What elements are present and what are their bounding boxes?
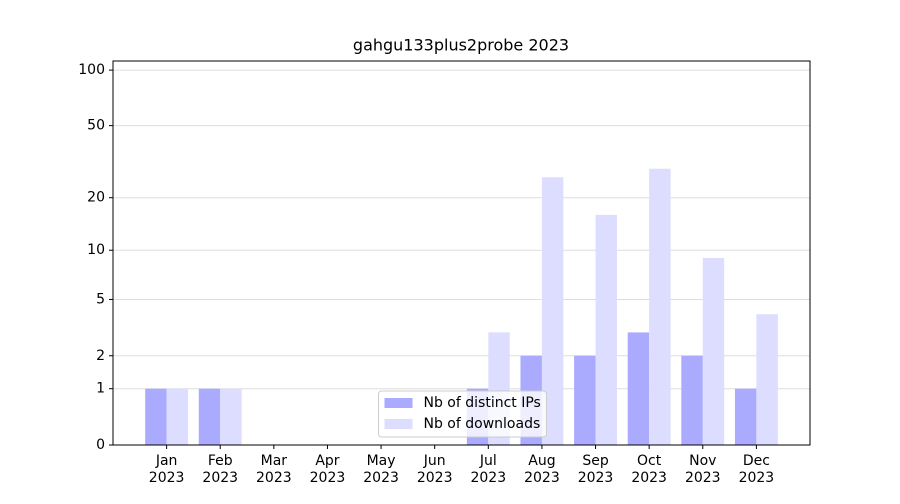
bar (702, 257, 725, 445)
x-tick-label: Jul (479, 453, 497, 469)
y-tick-label: 100 (78, 62, 105, 78)
legend-swatch (384, 419, 413, 429)
bar (166, 388, 189, 445)
x-tick-label: Oct (637, 453, 662, 469)
legend-swatch (384, 398, 413, 408)
bar (627, 332, 650, 445)
x-tick-label: Apr (315, 453, 339, 469)
y-tick-label: 5 (96, 291, 105, 307)
legend-box (378, 390, 547, 438)
y-tick-label: 50 (87, 118, 105, 134)
y-tick-label: 1 (96, 381, 105, 397)
bar (145, 388, 167, 445)
x-tick-label: Sep (582, 453, 609, 469)
x-tick-label: 2023 (685, 470, 721, 486)
bar (595, 214, 617, 445)
bar (541, 177, 564, 446)
x-tick-label: 2023 (256, 470, 292, 486)
x-tick-label: 2023 (417, 470, 453, 486)
bar (574, 355, 596, 445)
x-tick-label: 2023 (202, 470, 238, 486)
y-tick-label: 20 (87, 190, 105, 206)
bar (681, 355, 703, 445)
bar (734, 388, 757, 445)
bar (220, 388, 242, 445)
chart-title: gahgu133plus2probe 2023 (353, 36, 569, 55)
x-tick-label: 2023 (578, 470, 614, 486)
bar (756, 314, 778, 445)
x-tick-label: 2023 (310, 470, 346, 486)
x-tick-label: Nov (689, 453, 716, 469)
x-tick-label: 2023 (470, 470, 506, 486)
x-tick-label: 2023 (524, 470, 560, 486)
x-tick-label: 2023 (739, 470, 775, 486)
x-tick-label: Dec (743, 453, 770, 469)
y-tick-label: 2 (96, 348, 105, 364)
x-tick-label: 2023 (631, 470, 667, 486)
plot-frame (112, 60, 811, 446)
y-tick-label: 0 (96, 437, 105, 453)
x-tick-label: Mar (261, 453, 288, 469)
x-tick-label: May (367, 453, 396, 469)
x-tick-label: Feb (208, 453, 233, 469)
bar (649, 168, 671, 445)
x-tick-label: Jan (155, 453, 178, 469)
x-tick-label: Aug (528, 453, 555, 469)
y-tick-label: 10 (87, 242, 105, 258)
legend-label: Nb of downloads (424, 416, 541, 432)
x-tick-label: 2023 (149, 470, 185, 486)
x-tick-label: Jun (423, 453, 446, 469)
bar (198, 388, 221, 445)
legend-label: Nb of distinct IPs (424, 395, 541, 411)
x-tick-label: 2023 (363, 470, 399, 486)
